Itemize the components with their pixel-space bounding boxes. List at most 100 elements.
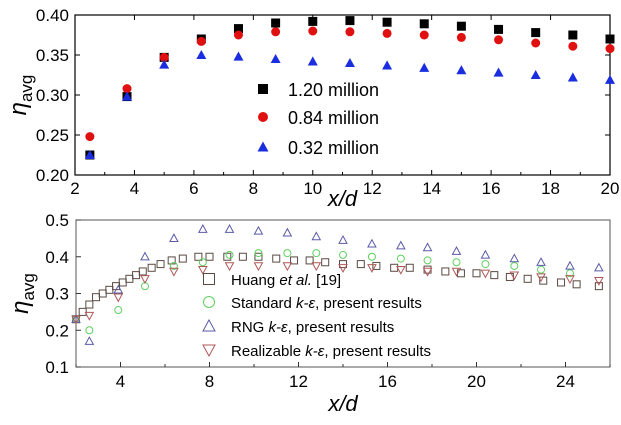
bottom-point	[197, 265, 208, 275]
top-y-tick-label: 0.40	[36, 6, 69, 25]
top-x-tick-label: 16	[482, 179, 501, 198]
bottom-point	[105, 285, 114, 294]
bottom-point	[565, 269, 574, 278]
top-y-tick-label: 0.25	[36, 126, 69, 145]
top-point	[307, 56, 318, 66]
top-point	[568, 30, 578, 40]
top-x-tick-label: 10	[303, 179, 322, 198]
bottom-point	[422, 267, 433, 277]
bottom-point	[272, 254, 281, 263]
bottom-point	[423, 256, 432, 265]
top-point	[345, 27, 355, 37]
top-x-tick-label: 8	[249, 179, 258, 198]
bottom-point	[339, 250, 347, 259]
top-point	[493, 67, 504, 77]
bottom-point	[118, 278, 127, 287]
bottom-point	[390, 263, 399, 272]
bottom-point	[490, 271, 499, 280]
bottom-legend-label: Realizable k-ε, present results	[231, 343, 431, 360]
top-y-tick-label: 0.30	[36, 86, 69, 105]
top-point	[531, 28, 541, 38]
top-point	[494, 24, 504, 34]
top-legend-label: 0.84 million	[288, 108, 379, 128]
top-x-tick-label: 12	[363, 179, 382, 198]
top-point	[233, 24, 243, 34]
bottom-point	[238, 252, 247, 261]
bottom-point	[178, 254, 187, 263]
bottom-point	[138, 267, 147, 276]
bottom-point	[254, 252, 263, 261]
bottom-point	[140, 251, 150, 261]
bottom-point	[565, 275, 575, 284]
bottom-point	[321, 258, 330, 267]
top-point	[567, 72, 578, 82]
bottom-y-tick-label: 0.3	[45, 285, 69, 304]
bottom-point	[84, 311, 95, 321]
bottom-point	[85, 326, 94, 335]
bottom-y-tick-label: 0.4	[45, 248, 69, 267]
top-chart: 2 4 6 8 10 12 14 16 18 20 0.20 0.25 0.30 0.35 0.40 x/d η…	[5, 6, 619, 211]
top-point	[122, 84, 132, 94]
bottom-point	[481, 260, 490, 269]
top-point	[568, 41, 578, 51]
top-point	[456, 65, 467, 75]
bottom-legend-marker	[203, 273, 215, 285]
top-point	[159, 52, 169, 62]
bottom-point	[480, 269, 491, 279]
bottom-y-axis-label: ηavg	[7, 273, 38, 314]
bottom-legend-label: Huang et al. [19]	[231, 272, 341, 289]
bottom-point	[557, 278, 566, 287]
top-point	[196, 49, 207, 60]
bottom-point	[85, 300, 94, 309]
top-point	[233, 51, 244, 61]
bottom-point	[594, 276, 604, 286]
bottom-point	[253, 225, 264, 235]
bottom-point	[536, 273, 546, 283]
bottom-point	[396, 254, 405, 263]
bottom-point	[140, 275, 150, 284]
top-x-tick-label: 4	[130, 179, 139, 198]
bottom-point	[282, 227, 293, 237]
top-point	[456, 21, 466, 31]
bottom-chart: 4 8 12 16 20 24 0.1 0.2 0.3 0.4 0.5 x/d ηavg Huang et…	[7, 211, 611, 416]
bottom-point	[452, 258, 461, 267]
bottom-point	[194, 252, 203, 261]
top-legend-marker	[257, 141, 269, 152]
bottom-point	[480, 249, 491, 259]
bottom-x-tick-label: 20	[467, 372, 486, 391]
top-point	[605, 74, 615, 84]
top-y-tick-label: 0.20	[36, 166, 69, 185]
bottom-point	[339, 260, 347, 269]
top-point	[419, 62, 430, 72]
top-point	[233, 30, 243, 40]
bottom-point	[84, 336, 95, 345]
top-point	[196, 36, 206, 46]
bottom-point	[312, 249, 321, 258]
bottom-point	[367, 252, 376, 261]
bottom-point	[356, 260, 365, 269]
bottom-x-axis-label: x/d	[327, 391, 358, 416]
top-point	[419, 19, 429, 29]
top-point	[308, 16, 318, 26]
bottom-point	[305, 256, 314, 265]
top-y-axis-label: ηavg	[5, 75, 36, 116]
top-point	[605, 44, 615, 54]
bottom-point	[197, 223, 208, 233]
bottom-legend-marker	[202, 344, 216, 357]
bottom-point	[311, 231, 322, 241]
bottom-point	[451, 267, 462, 277]
bottom-point	[456, 269, 465, 278]
bottom-point	[572, 280, 581, 289]
top-point	[530, 69, 541, 80]
bottom-point	[198, 258, 207, 267]
top-point	[382, 60, 393, 70]
bottom-point	[451, 246, 462, 255]
bottom-point	[311, 262, 322, 272]
bottom-point	[282, 262, 293, 272]
bottom-point	[205, 252, 214, 261]
top-point	[382, 28, 392, 38]
top-point	[382, 17, 392, 27]
bottom-y-tick-label: 0.2	[45, 321, 69, 340]
bottom-point	[169, 267, 179, 277]
